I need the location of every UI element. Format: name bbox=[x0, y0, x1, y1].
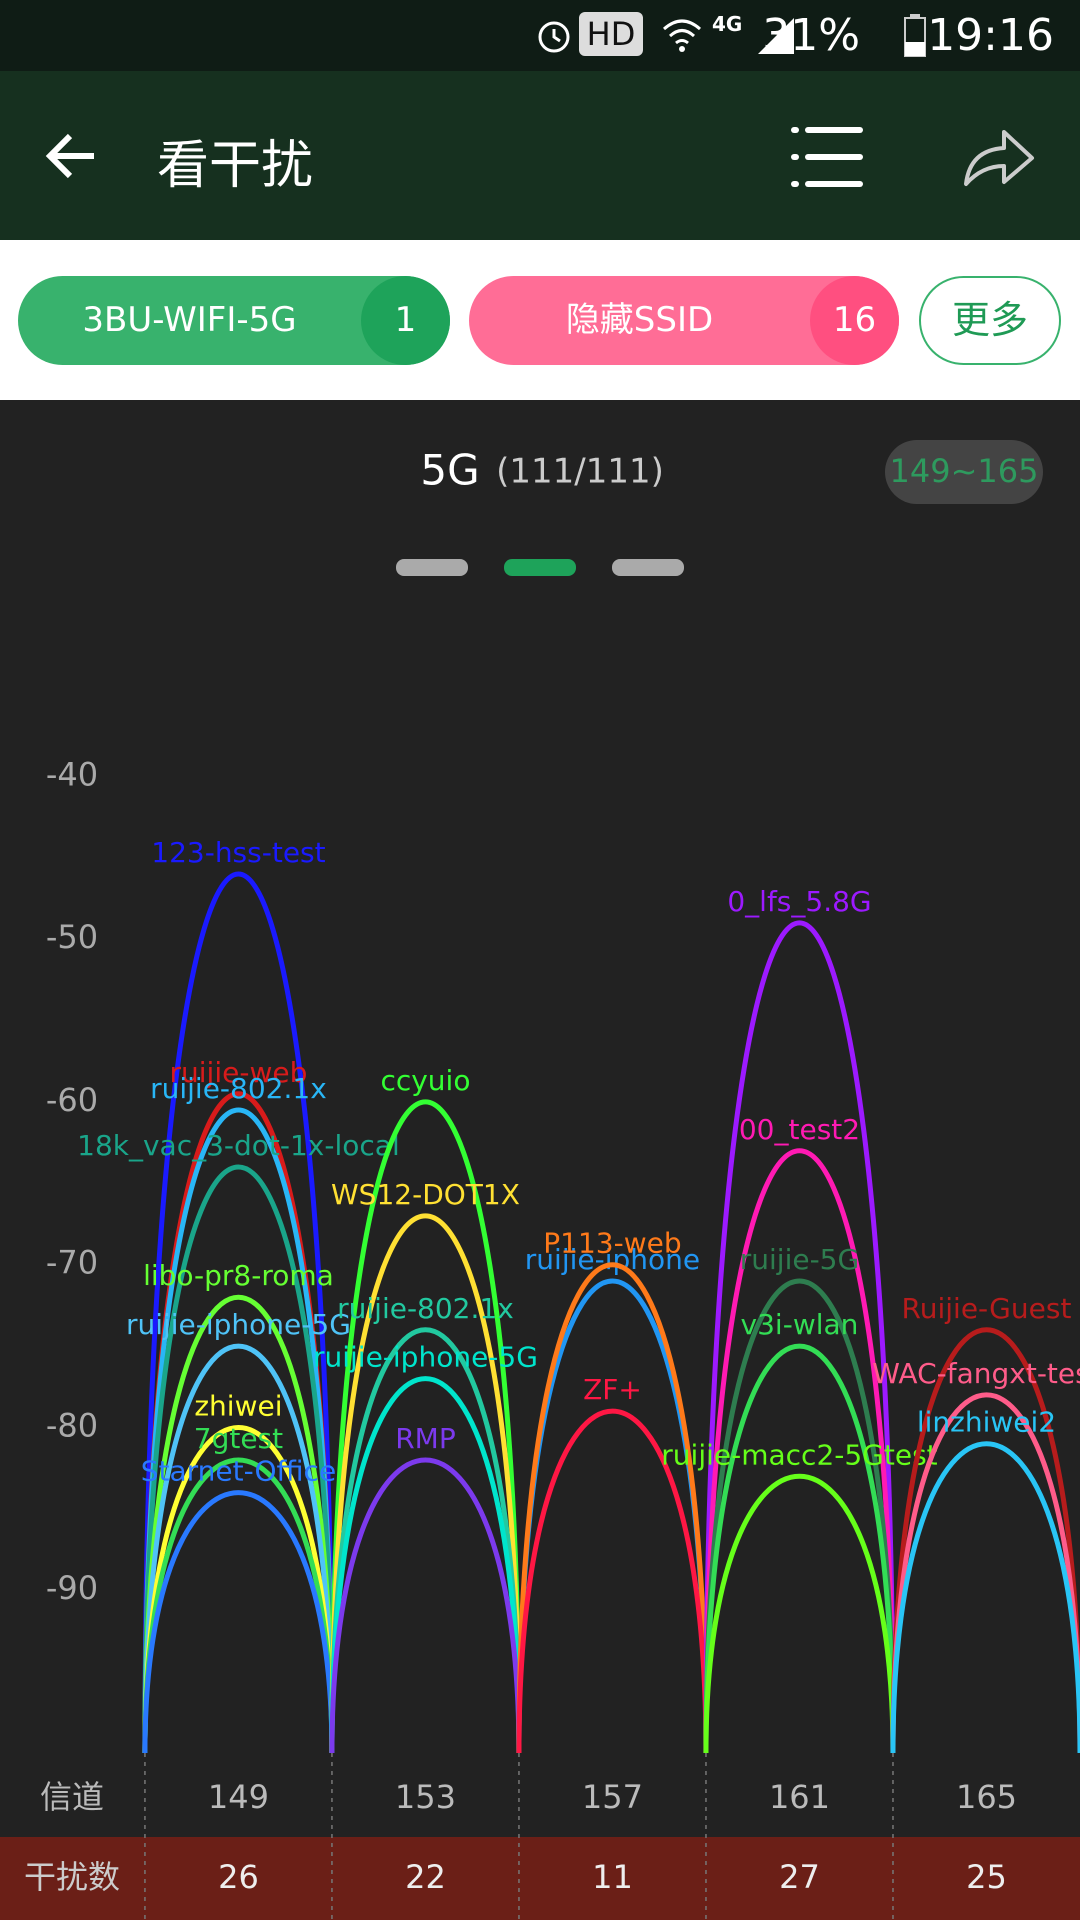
network-arc bbox=[142, 1343, 335, 1754]
filter-bar: 3BU-WIFI-5G 1 隐藏SSID 16 更多 bbox=[0, 240, 1080, 400]
page-indicator[interactable] bbox=[396, 559, 468, 576]
network-arc bbox=[142, 1107, 335, 1754]
chart-subtitle: (111/111) bbox=[496, 452, 664, 492]
back-button[interactable] bbox=[42, 126, 102, 186]
network-arc bbox=[142, 1164, 335, 1754]
interference-count: 27 bbox=[779, 1858, 820, 1896]
interference-count: 11 bbox=[592, 1858, 633, 1896]
y-tick-label: -90 bbox=[46, 1569, 98, 1607]
list-button[interactable] bbox=[790, 122, 866, 192]
status-bar: HD 4G 31% 19:16 bbox=[0, 0, 1080, 71]
app-bar: 看干扰 bbox=[0, 71, 1080, 240]
network-label: v3i-wlan bbox=[741, 1308, 859, 1341]
network-label: P113-web bbox=[543, 1227, 681, 1260]
x-axis-label: 信道 bbox=[40, 1778, 104, 1816]
network-arc bbox=[890, 1392, 1080, 1754]
chip-name: 3BU-WIFI-5G bbox=[82, 300, 297, 340]
network-label: ruijie-802.1x bbox=[150, 1072, 327, 1105]
y-tick-label: -80 bbox=[46, 1406, 98, 1444]
network-label: 00_test2 bbox=[739, 1113, 860, 1146]
network-arc bbox=[329, 1099, 522, 1754]
network-arc bbox=[516, 1408, 709, 1754]
network-type: 4G bbox=[712, 12, 743, 36]
network-arc bbox=[703, 1278, 896, 1754]
chip-name: 隐藏SSID bbox=[565, 300, 714, 340]
network-arc bbox=[329, 1327, 522, 1754]
network-label: linzhiwei2 bbox=[917, 1406, 1056, 1439]
network-arc bbox=[329, 1213, 522, 1754]
interference-count: 25 bbox=[966, 1858, 1007, 1896]
network-label: 7gtest bbox=[194, 1422, 283, 1455]
page-indicator[interactable] bbox=[504, 559, 576, 576]
network-label: RMP bbox=[395, 1422, 456, 1455]
alarm-icon bbox=[538, 21, 570, 53]
network-label: WAC-fangxt-test bbox=[872, 1357, 1080, 1390]
network-label: WS12-DOT1X bbox=[331, 1178, 520, 1211]
filter-chip[interactable]: 隐藏SSID 16 bbox=[469, 276, 899, 365]
chip-count: 1 bbox=[361, 276, 450, 365]
y-tick-label: -40 bbox=[46, 755, 98, 793]
x-tick-label: 149 bbox=[208, 1778, 269, 1816]
chip-count: 16 bbox=[810, 276, 899, 365]
network-arc bbox=[516, 1262, 709, 1754]
interference-row bbox=[0, 1837, 1080, 1920]
chart-title: 5G bbox=[420, 446, 479, 495]
battery-percent: 31% bbox=[762, 10, 860, 61]
range-badge-text: 149~165 bbox=[890, 452, 1039, 490]
page-indicator[interactable] bbox=[612, 559, 684, 576]
network-arc bbox=[703, 920, 896, 1754]
network-arc bbox=[142, 1294, 335, 1754]
network-arc bbox=[890, 1441, 1080, 1754]
chart-background bbox=[0, 400, 1080, 1920]
network-label: ruijie-iphone-5G bbox=[313, 1341, 538, 1374]
network-label: ruijie-web bbox=[170, 1056, 308, 1089]
network-label: ccyuio bbox=[380, 1064, 470, 1097]
y-tick-label: -50 bbox=[46, 918, 98, 956]
network-arc bbox=[703, 1474, 896, 1754]
wifi-icon bbox=[663, 19, 701, 52]
network-arc bbox=[329, 1457, 522, 1754]
network-label: Ruijie-Guest bbox=[902, 1292, 1072, 1325]
network-arc bbox=[703, 1343, 896, 1754]
y-tick-label: -60 bbox=[46, 1081, 98, 1119]
network-label: 18k_vac_3-dot-1x-local bbox=[77, 1129, 400, 1162]
network-label: ruijie-802.1x bbox=[337, 1292, 514, 1325]
x-tick-label: 165 bbox=[956, 1778, 1017, 1816]
hd-badge: HD bbox=[579, 12, 643, 56]
interference-count: 26 bbox=[218, 1858, 259, 1896]
filter-chip[interactable]: 3BU-WIFI-5G 1 bbox=[18, 276, 450, 365]
range-badge[interactable] bbox=[885, 440, 1043, 504]
network-arc bbox=[703, 1148, 896, 1754]
interference-count: 22 bbox=[405, 1858, 446, 1896]
network-label: zhiwei bbox=[194, 1389, 282, 1422]
network-arc bbox=[329, 1376, 522, 1754]
signal-icon bbox=[758, 18, 794, 54]
interference-label: 干扰数 bbox=[24, 1858, 120, 1896]
page-title: 看干扰 bbox=[157, 136, 314, 196]
clock: 19:16 bbox=[927, 10, 1054, 61]
network-arc bbox=[142, 1490, 335, 1754]
network-arc bbox=[890, 1327, 1080, 1754]
network-label: 0_lfs_5.8G bbox=[727, 885, 871, 918]
network-label: Starnet-Office bbox=[141, 1455, 337, 1488]
more-button[interactable]: 更多 bbox=[919, 276, 1061, 365]
battery-icon bbox=[904, 14, 926, 57]
y-tick-label: -70 bbox=[46, 1244, 98, 1282]
network-label: ruijie-5G bbox=[740, 1243, 859, 1276]
chart: 5G (111/111) 149~165 信道 干扰数 -40 -50 -60 -70… bbox=[0, 400, 1080, 1920]
network-label: ruijie-macc2-5Gtest bbox=[661, 1438, 937, 1471]
x-tick-label: 157 bbox=[582, 1778, 643, 1816]
x-tick-label: 161 bbox=[769, 1778, 830, 1816]
network-label: ruijie-iphone bbox=[525, 1243, 700, 1276]
network-label: ZF+ bbox=[583, 1373, 642, 1406]
share-button[interactable] bbox=[962, 126, 1036, 190]
network-arc bbox=[142, 871, 335, 1754]
network-label: ruijie-iphone-5G bbox=[126, 1308, 351, 1341]
network-label: libo-pr8-roma bbox=[143, 1259, 334, 1292]
network-arc bbox=[142, 1457, 335, 1754]
x-tick-label: 153 bbox=[395, 1778, 456, 1816]
network-arc bbox=[142, 1425, 335, 1754]
network-label: 123-hss-test bbox=[151, 836, 325, 869]
